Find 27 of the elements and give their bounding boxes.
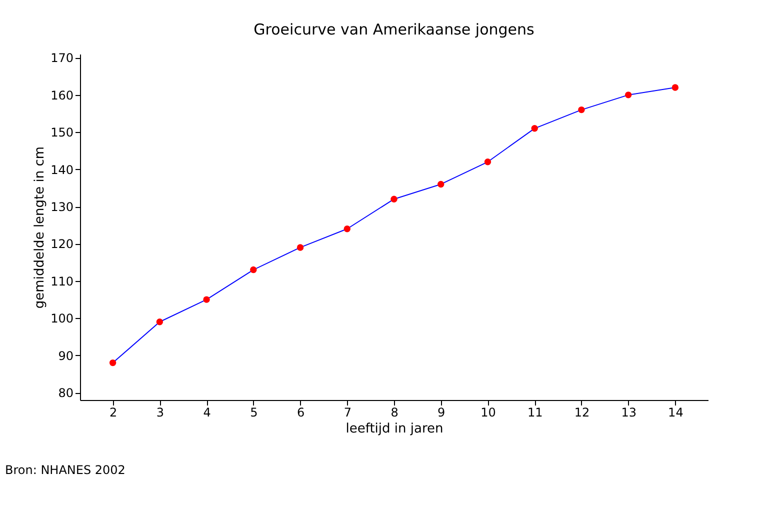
y-tick-label: 120 [50, 237, 74, 252]
y-tick-label: 140 [50, 162, 74, 177]
x-tick-label: 13 [621, 406, 636, 420]
x-axis-title: leeftijd in jaren [346, 422, 444, 436]
y-tick-label: 90 [58, 348, 74, 363]
chart-title: Groeicurve van Amerikaanse jongens [254, 20, 535, 39]
x-tick-label: 2 [109, 406, 118, 420]
x-tick-label: 10 [480, 406, 496, 420]
y-tick-label: 100 [50, 312, 74, 326]
x-tick-label: 7 [344, 406, 352, 420]
y-axis-title: gemiddelde lengte in cm [32, 146, 48, 309]
y-tick-label: 150 [50, 126, 74, 140]
text: Bron: NHANES 2002 [5, 463, 126, 477]
y-tick-label: 130 [50, 200, 74, 214]
x-tick-label: 14 [668, 406, 684, 420]
x-tick-label: 8 [390, 406, 398, 420]
x-tick-label: 4 [203, 406, 211, 420]
y-tick-label: 160 [50, 88, 74, 102]
x-tick-label: 6 [296, 406, 305, 420]
y-tick-label: 80 [58, 386, 74, 400]
y-tick-label: 110 [50, 274, 74, 288]
x-tick-label: 11 [527, 406, 543, 420]
x-tick-label: 12 [574, 406, 590, 420]
x-tick-label: 3 [156, 406, 164, 420]
y-tick-label: 170 [50, 51, 74, 66]
x-tick-label: 9 [438, 406, 446, 420]
x-tick-label: 5 [250, 406, 258, 420]
